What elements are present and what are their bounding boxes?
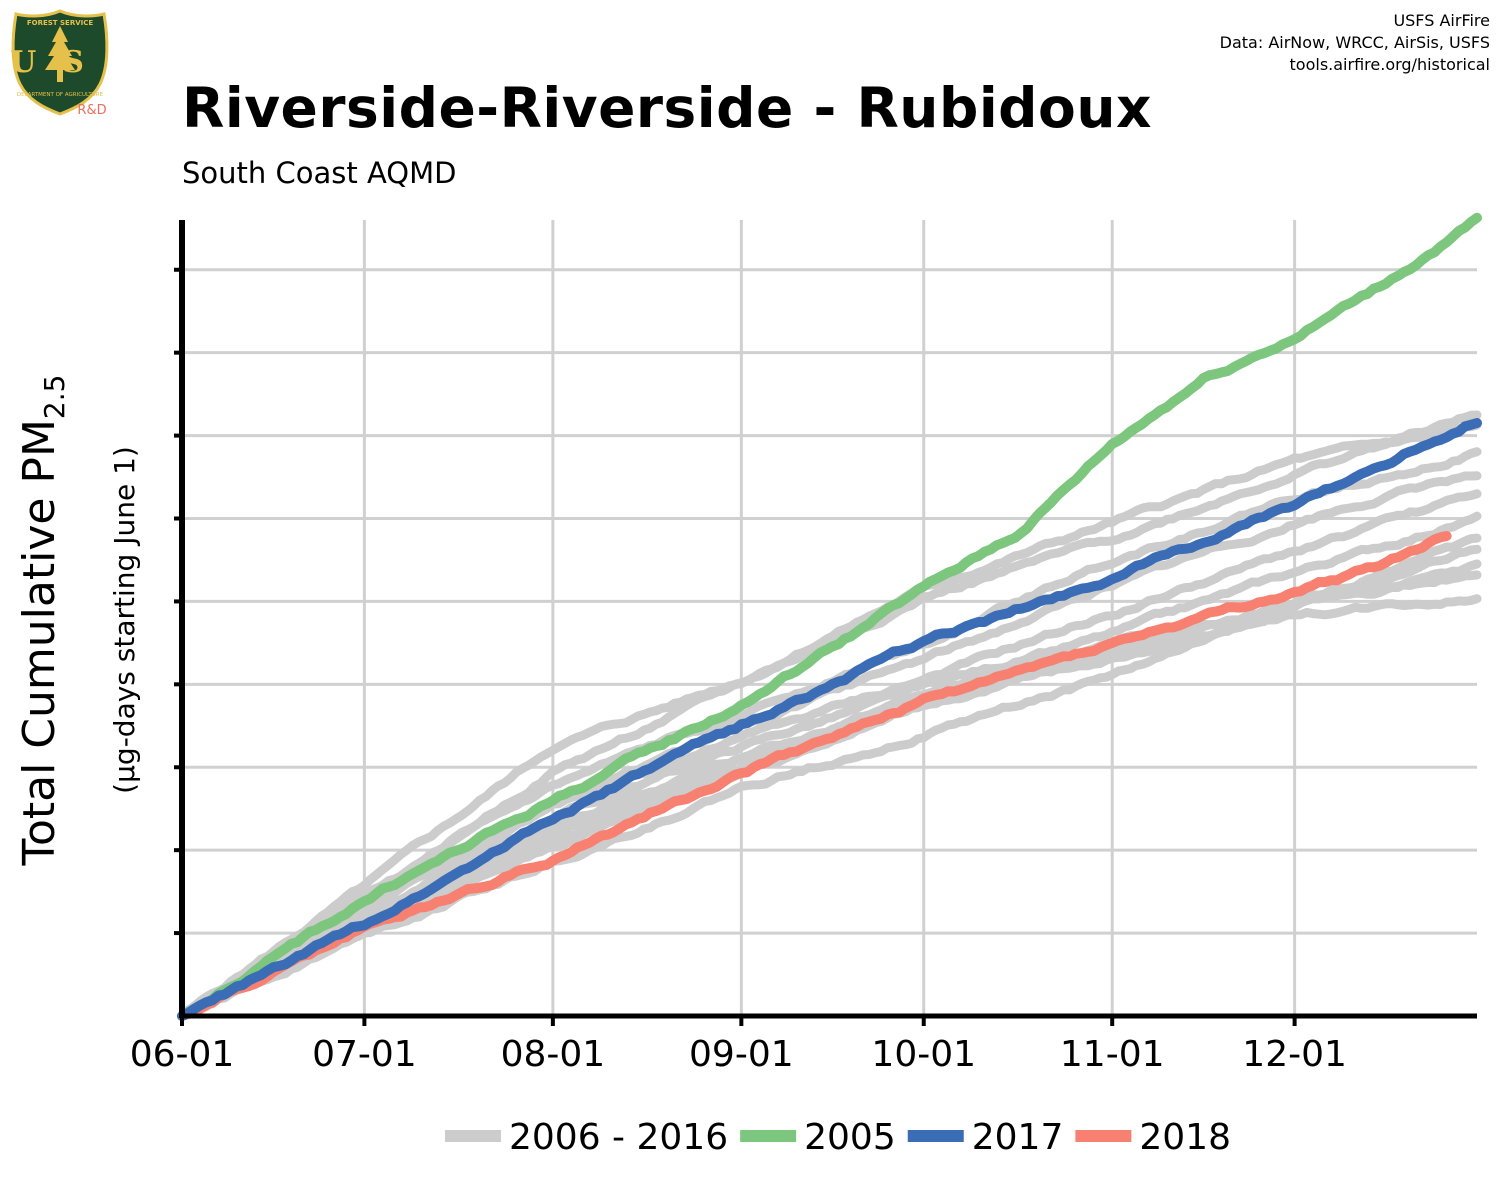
y-axis-subtitle: (µg-days starting June 1) — [108, 446, 141, 794]
series-lines — [177, 212, 1482, 1021]
credit-line: Data: AirNow, WRCC, AirSis, USFS — [1219, 33, 1490, 52]
legend-label: 2018 — [1139, 1117, 1231, 1158]
legend-label: 2005 — [804, 1117, 896, 1158]
credit-line: tools.airfire.org/historical — [1289, 55, 1490, 74]
credits: USFS AirFire Data: AirNow, WRCC, AirSis,… — [1220, 10, 1490, 76]
y-axis-title-subscript: 2.5 — [38, 375, 71, 420]
legend: 2006 - 2016 2005 2017 2018 — [445, 1117, 1231, 1158]
logo-top-text: FOREST SERVICE — [27, 19, 94, 27]
logo-bottom-text: DEPARTMENT OF AGRICULTURE — [17, 92, 104, 98]
series-line-2018 — [177, 531, 1452, 1021]
series-line-2017 — [177, 418, 1482, 1021]
series-line-2006-2016 — [177, 559, 1482, 1021]
x-tick-label: 11-01 — [1060, 1034, 1165, 1075]
x-tick-label: 10-01 — [871, 1034, 976, 1075]
x-ticks: 06-01 07-01 08-01 09-01 10-01 11-01 12-01 — [130, 1016, 1347, 1075]
chart-title: Riverside-Riverside - Rubidoux — [182, 76, 1152, 140]
y-axis-title-main: Total Cumulative PM — [14, 419, 65, 866]
series-line-2006-2016 — [177, 533, 1482, 1021]
x-tick-label: 06-01 — [130, 1034, 235, 1075]
usfs-logo: FOREST SERVICE US DEPARTMENT OF AGRICULT… — [8, 8, 112, 120]
y-axis-title: Total Cumulative PM2.5 — [14, 375, 71, 867]
logo-tag: R&D — [77, 103, 106, 118]
axes — [174, 220, 1477, 1019]
series-line-2005 — [177, 212, 1482, 1021]
logo-letters: US — [10, 45, 110, 80]
credit-line: USFS AirFire — [1393, 11, 1490, 30]
series-line-2006-2016 — [177, 489, 1482, 1021]
chart-subtitle: South Coast AQMD — [182, 156, 457, 190]
x-tick-label: 07-01 — [312, 1034, 417, 1075]
legend-label: 2017 — [972, 1117, 1064, 1158]
x-tick-label: 12-01 — [1242, 1034, 1347, 1075]
usfs-shield-icon: FOREST SERVICE US DEPARTMENT OF AGRICULT… — [10, 9, 110, 118]
x-tick-label: 09-01 — [689, 1034, 794, 1075]
x-tick-label: 08-01 — [501, 1034, 606, 1075]
legend-label: 2006 - 2016 — [509, 1117, 728, 1158]
series-line-2006-2016 — [177, 594, 1482, 1021]
y-axis-labels: Total Cumulative PM2.5 (µg-days starting… — [14, 375, 141, 867]
